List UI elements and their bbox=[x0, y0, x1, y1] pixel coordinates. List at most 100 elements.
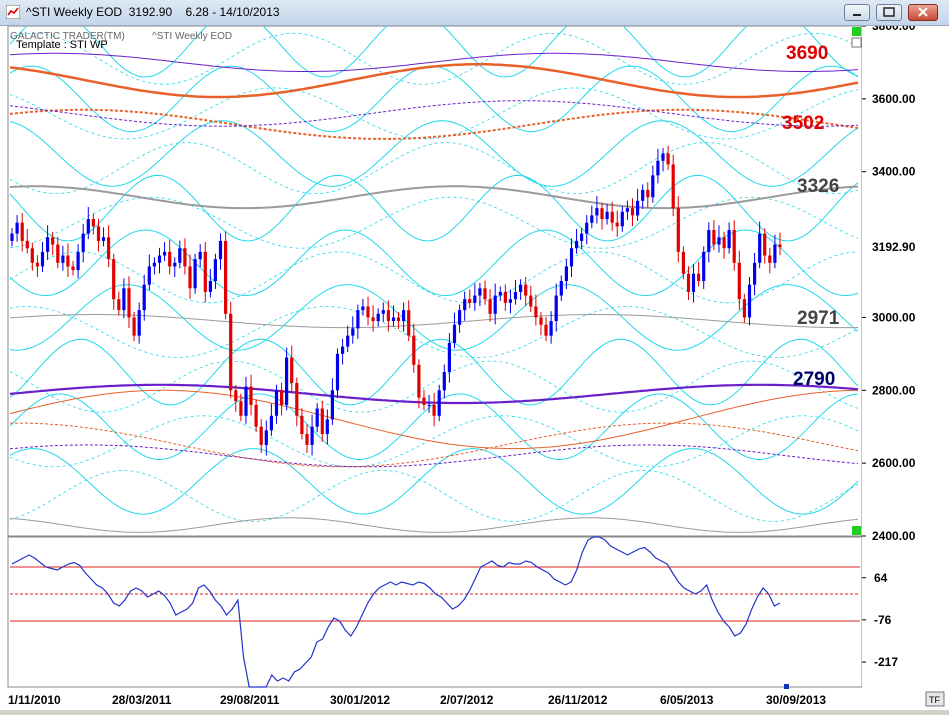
maximize-icon bbox=[883, 7, 895, 17]
scroll-marker[interactable] bbox=[784, 684, 789, 689]
candle-body bbox=[727, 230, 731, 249]
candle-body bbox=[193, 259, 197, 289]
candle-body bbox=[717, 237, 721, 245]
candle-body bbox=[422, 397, 426, 405]
candle-body bbox=[595, 208, 599, 216]
candle-body bbox=[549, 321, 553, 336]
candle-body bbox=[213, 259, 217, 281]
candle-body bbox=[585, 222, 589, 234]
x-tick-label: 6/05/2013 bbox=[660, 693, 714, 707]
candle-body bbox=[325, 419, 329, 434]
price-chart-svg[interactable]: 3800.00 3600.00 3400.00 3000.00 2800.00 2600.… bbox=[0, 10, 949, 710]
candle-body bbox=[498, 291, 502, 296]
candle-body bbox=[91, 219, 95, 227]
candle-body bbox=[259, 426, 263, 445]
candle-body bbox=[569, 248, 574, 267]
cycle-purple-top bbox=[9, 52, 859, 72]
cycle-cyan-dash-7 bbox=[9, 415, 859, 468]
candle-body bbox=[559, 281, 563, 296]
candle-body bbox=[686, 273, 691, 292]
current-price-label: 3192.90 bbox=[872, 240, 916, 254]
candle-body bbox=[773, 244, 777, 263]
candle-body bbox=[264, 430, 268, 445]
candle-body bbox=[503, 291, 507, 303]
close-icon bbox=[918, 7, 928, 17]
candle-body bbox=[81, 233, 85, 252]
candle-body bbox=[483, 288, 487, 300]
candle-body bbox=[203, 251, 207, 292]
candle-body bbox=[341, 346, 345, 354]
candle-body bbox=[117, 299, 121, 311]
minimize-button[interactable] bbox=[844, 4, 870, 21]
cycle-cyan-solid-5 bbox=[9, 284, 859, 351]
candle-body bbox=[473, 295, 477, 303]
candle-body bbox=[147, 266, 151, 285]
maximize-button[interactable] bbox=[876, 4, 902, 21]
candle-body bbox=[51, 237, 55, 245]
candle-body bbox=[417, 364, 421, 398]
candle-body bbox=[101, 237, 106, 241]
candle-body bbox=[122, 288, 126, 311]
top-marker bbox=[852, 27, 861, 36]
osc-line bbox=[11, 536, 781, 688]
candle-bars bbox=[10, 145, 782, 456]
candle-body bbox=[25, 240, 29, 249]
panel-toggle-top[interactable] bbox=[851, 37, 862, 48]
candle-body bbox=[330, 390, 334, 420]
candle-body bbox=[173, 262, 177, 267]
candle-body bbox=[61, 255, 65, 263]
candle-body bbox=[356, 310, 360, 329]
candle-body bbox=[315, 408, 319, 427]
candle-body bbox=[127, 288, 131, 318]
candle-body bbox=[183, 248, 187, 267]
candle-body bbox=[391, 317, 396, 322]
timeframe-label: TF bbox=[929, 695, 940, 705]
window-title: ^STI Weekly EOD 3192.90 6.28 - 14/10/201… bbox=[26, 5, 280, 19]
candle-body bbox=[452, 324, 457, 343]
candle-body bbox=[697, 273, 701, 281]
candle-body bbox=[651, 175, 655, 198]
candle-body bbox=[753, 262, 757, 285]
x-tick-label: 30/01/2012 bbox=[330, 693, 390, 707]
candle-body bbox=[366, 306, 370, 318]
candle-body bbox=[96, 226, 101, 241]
candle-body bbox=[666, 153, 670, 165]
candle-body bbox=[244, 386, 248, 416]
oscillator-panel bbox=[7, 536, 863, 688]
candle-body bbox=[605, 211, 609, 220]
bottom-marker bbox=[852, 526, 861, 535]
cycle-cyan-dash-3 bbox=[9, 196, 859, 249]
candle-body bbox=[676, 208, 680, 252]
candle-body bbox=[412, 335, 416, 365]
candle-body bbox=[300, 415, 304, 434]
candle-body bbox=[290, 357, 294, 383]
candle-body bbox=[432, 404, 436, 416]
candle-body bbox=[519, 284, 523, 292]
close-button[interactable] bbox=[908, 4, 938, 21]
candle-body bbox=[46, 237, 50, 252]
level-label-3502: 3502 bbox=[782, 113, 824, 134]
candle-body bbox=[458, 310, 462, 325]
candle-body bbox=[188, 266, 192, 289]
timeframe-button[interactable] bbox=[925, 691, 945, 707]
candle-body bbox=[554, 295, 558, 322]
cycle-orange-dash bbox=[10, 422, 859, 468]
candle-body bbox=[544, 324, 548, 336]
candle-body bbox=[630, 208, 635, 216]
candle-body bbox=[671, 164, 675, 209]
y-tick-label: 2600.00 bbox=[872, 456, 916, 470]
candle-body bbox=[437, 390, 441, 416]
candle-body bbox=[249, 386, 253, 405]
candle-body bbox=[30, 248, 34, 263]
osc-tick-label: -217 bbox=[874, 655, 898, 669]
y-tick-label: 3600.00 bbox=[872, 92, 916, 106]
candle-body bbox=[758, 233, 762, 263]
candle-body bbox=[493, 295, 497, 314]
candle-body bbox=[376, 313, 380, 322]
candle-body bbox=[386, 310, 390, 322]
osc-tick-label: -76 bbox=[874, 613, 892, 627]
candle-body bbox=[208, 281, 212, 292]
candle-body bbox=[747, 284, 752, 318]
candle-body bbox=[66, 255, 70, 267]
candle-body bbox=[295, 383, 299, 416]
